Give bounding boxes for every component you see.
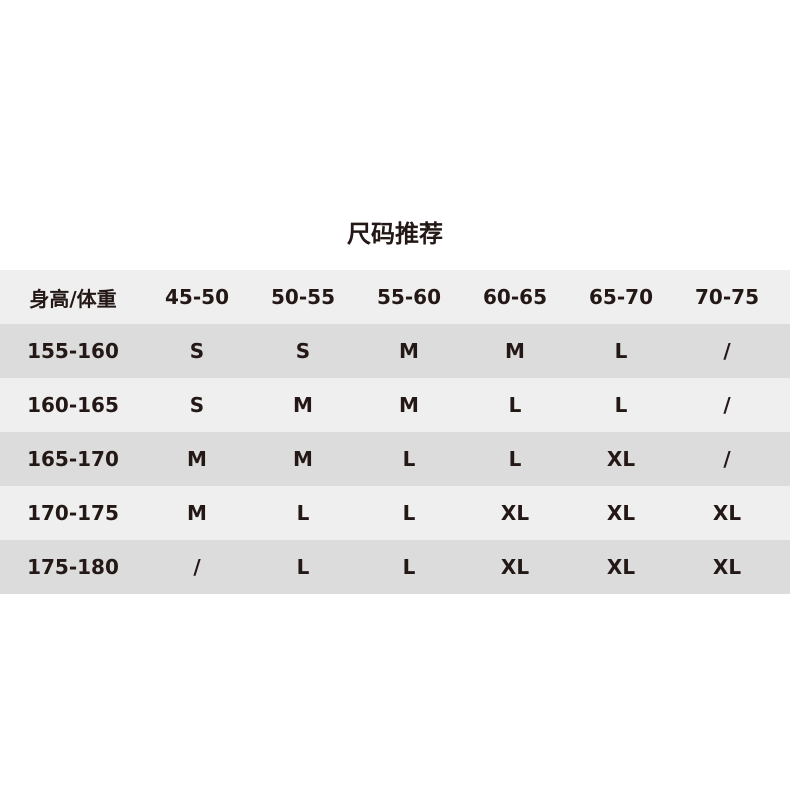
table-cell: M xyxy=(187,501,207,525)
table-cell: L xyxy=(402,555,416,579)
table-cell: XL xyxy=(606,501,636,525)
table-cell: XL xyxy=(606,447,636,471)
table-cell: L xyxy=(614,339,628,363)
table-cell: M xyxy=(293,447,313,471)
table-cell: 55-60 xyxy=(377,285,441,309)
table-row: 165-170 M M L L XL / xyxy=(0,432,790,486)
table-cell: / xyxy=(723,447,731,471)
table-cell: / xyxy=(193,555,201,579)
table-cell: M xyxy=(399,393,419,417)
table-cell: S xyxy=(189,393,205,417)
row-label: 160-165 xyxy=(27,393,119,417)
row-label: 170-175 xyxy=(27,501,119,525)
row-label: 175-180 xyxy=(27,555,119,579)
table-cell: XL xyxy=(712,555,742,579)
table-cell: 45-50 xyxy=(165,285,229,309)
table-cell: L xyxy=(614,393,628,417)
table-cell: 60-65 xyxy=(483,285,547,309)
table-cell: XL xyxy=(500,555,530,579)
row-label: 身高/体重 xyxy=(29,286,117,311)
table-cell: L xyxy=(402,501,416,525)
table-cell: M xyxy=(505,339,525,363)
row-label: 165-170 xyxy=(27,447,119,471)
size-table: 身高/体重 45-50 50-55 55-60 60-65 65-70 70-75 155-1… xyxy=(0,270,790,594)
page-title: 尺码推荐 xyxy=(347,220,443,248)
table-cell: M xyxy=(293,393,313,417)
table-cell: S xyxy=(189,339,205,363)
table-cell: L xyxy=(508,393,522,417)
table-row: 160-165 S M M L L / xyxy=(0,378,790,432)
table-cell: / xyxy=(723,339,731,363)
table-cell: L xyxy=(402,447,416,471)
table-cell: L xyxy=(508,447,522,471)
table-row: 155-160 S S M M L / xyxy=(0,324,790,378)
table-row: 170-175 M L L XL XL XL xyxy=(0,486,790,540)
table-cell: XL xyxy=(712,501,742,525)
table-header: 身高/体重 45-50 50-55 55-60 60-65 65-70 70-75 xyxy=(0,270,790,324)
table-row: 175-180 / L L XL XL XL xyxy=(0,540,790,594)
table-cell: L xyxy=(296,501,310,525)
row-label: 155-160 xyxy=(27,339,119,363)
table-cell: / xyxy=(723,393,731,417)
table-cell: L xyxy=(296,555,310,579)
table-cell: 65-70 xyxy=(589,285,653,309)
table-cell: 70-75 xyxy=(695,285,759,309)
table-cell: XL xyxy=(500,501,530,525)
table-cell: XL xyxy=(606,555,636,579)
table-cell: M xyxy=(399,339,419,363)
table-cell: 50-55 xyxy=(271,285,335,309)
table-cell: S xyxy=(295,339,311,363)
table-cell: M xyxy=(187,447,207,471)
